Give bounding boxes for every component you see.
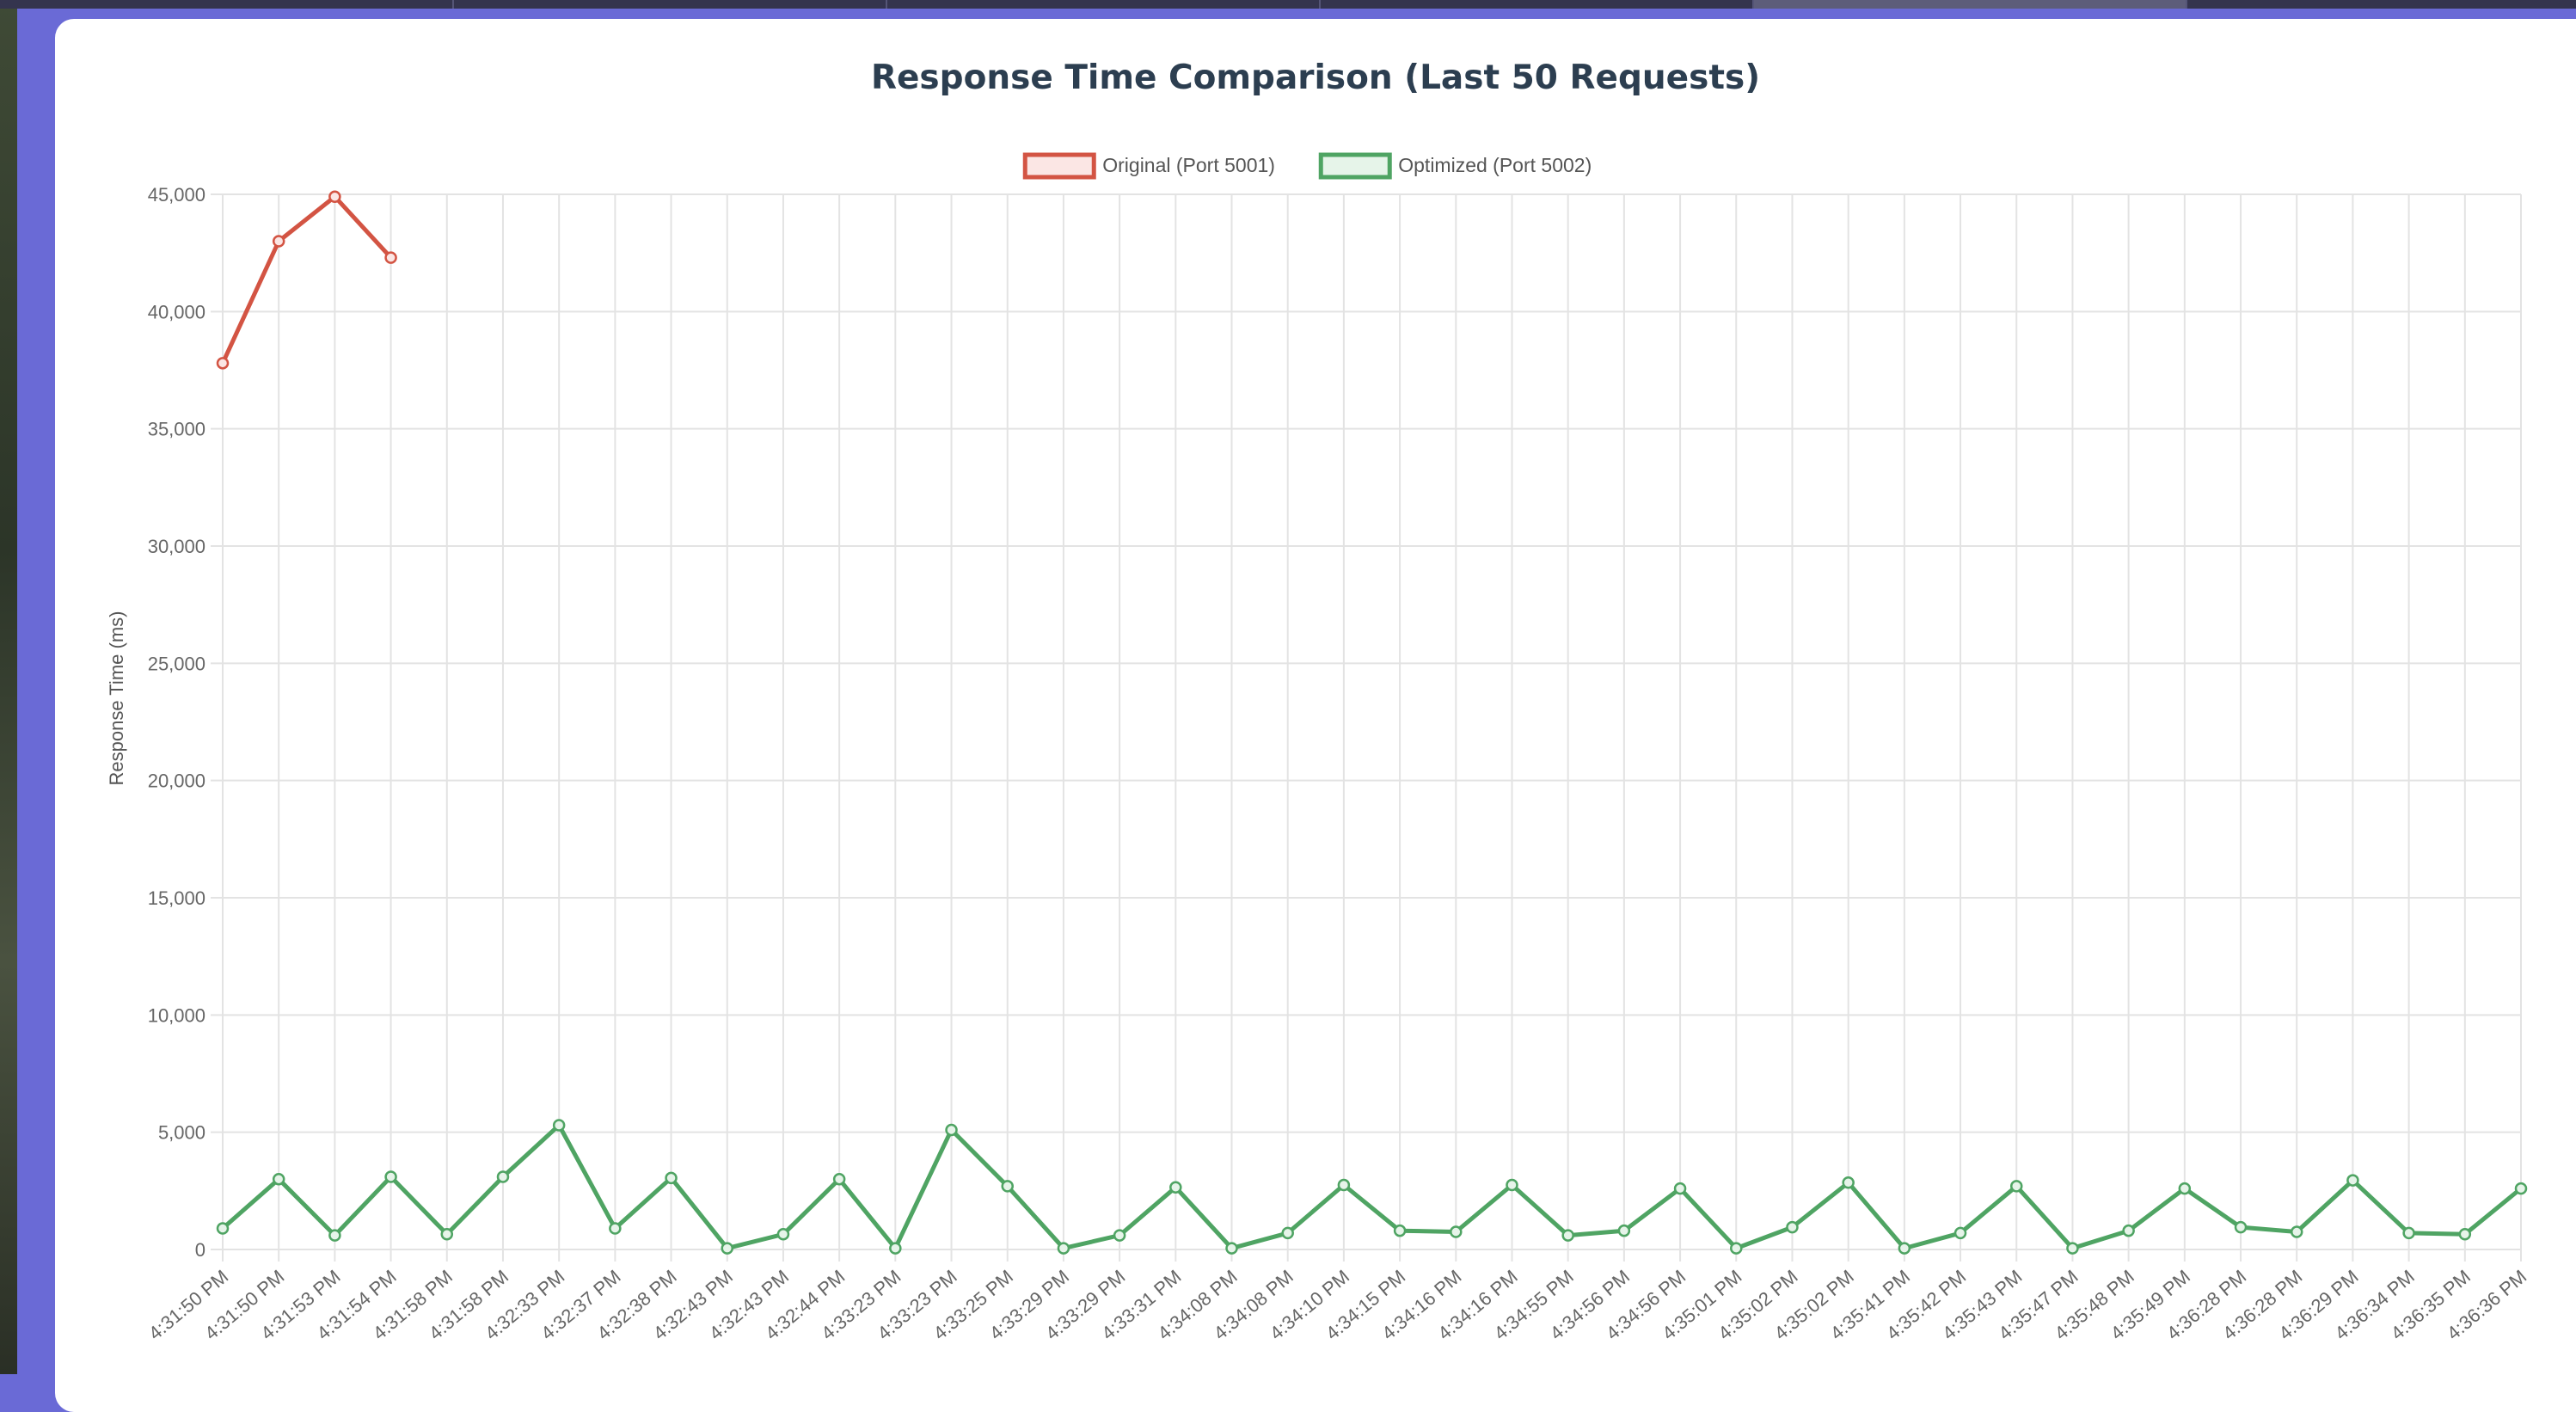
series-2-point <box>2514 1182 2528 1195</box>
series-2-point <box>1450 1225 1463 1238</box>
legend-item[interactable]: Optimized (Port 5002) <box>1318 152 1592 180</box>
grid-lines <box>211 193 2522 1262</box>
series-2-point <box>1337 1178 1351 1192</box>
browser-tab[interactable] <box>0 0 454 9</box>
browser-tab[interactable] <box>1321 0 1754 9</box>
series-2-point <box>1617 1224 1631 1237</box>
browser-tab-active[interactable] <box>1754 0 2187 9</box>
series-2-point <box>2066 1242 2079 1255</box>
series-1-point <box>272 235 285 248</box>
series-2-point <box>945 1123 958 1137</box>
series-2-point <box>889 1242 902 1255</box>
series-layer <box>216 190 2528 1255</box>
legend-swatch-2 <box>1318 152 1392 180</box>
series-2-point <box>2346 1174 2359 1187</box>
series-1-point <box>384 251 397 264</box>
series-2-point <box>2458 1228 2472 1241</box>
y-tick-label: 15,000 <box>148 887 205 909</box>
browser-tab[interactable] <box>887 0 1321 9</box>
series-2-point <box>721 1242 734 1255</box>
series-2-point <box>1281 1226 1294 1240</box>
series-2-point <box>2122 1224 2135 1237</box>
series-2-point <box>1225 1242 1238 1255</box>
y-tick-label: 0 <box>195 1239 205 1261</box>
browser-tab-strip <box>0 0 2576 9</box>
y-axis: 0 5,000 10,000 15,000 20,000 25,000 30,000 35,0… <box>148 184 205 1261</box>
series-2-point <box>272 1172 285 1186</box>
series-2-point <box>216 1222 230 1235</box>
response-time-chart: 0 5,000 10,000 15,000 20,000 25,000 30,000 35,0… <box>106 152 2530 1344</box>
legend: Original (Port 5001) Optimized (Port 5002… <box>1022 152 1592 180</box>
y-axis-label: Response Time (ms) <box>106 611 127 786</box>
browser-tab[interactable] <box>454 0 887 9</box>
series-2-point <box>2178 1182 2192 1195</box>
desktop-background-strip <box>0 0 17 1374</box>
series-2-point <box>328 1229 341 1242</box>
series-2-point <box>2402 1226 2415 1240</box>
legend-swatch-1 <box>1022 152 1096 180</box>
legend-label-2: Optimized (Port 5002) <box>1398 154 1592 176</box>
series-2-point <box>1113 1229 1126 1242</box>
x-axis: 4:31:50 PM4:31:50 PM4:31:53 PM4:31:54 PM… <box>144 1266 2530 1344</box>
series-2-point <box>552 1119 566 1132</box>
legend-label-1: Original (Port 5001) <box>1102 154 1275 176</box>
series-2-point <box>1561 1229 1574 1242</box>
y-tick-label: 25,000 <box>148 653 205 674</box>
series-2-point <box>2009 1180 2023 1193</box>
series-2-point <box>1673 1182 1687 1195</box>
series-2-point <box>1842 1176 1855 1189</box>
y-tick-label: 45,000 <box>148 184 205 206</box>
series-line-2 <box>220 1123 2524 1251</box>
series-2-point <box>1506 1178 1518 1192</box>
series-2-point <box>1786 1220 1799 1234</box>
series-2-point <box>440 1228 454 1241</box>
series-2-point <box>832 1172 846 1186</box>
y-tick-label: 40,000 <box>148 301 205 322</box>
series-2-point <box>2290 1225 2303 1238</box>
y-tick-label: 30,000 <box>148 536 205 557</box>
series-2-point <box>1057 1242 1070 1255</box>
y-tick-label: 20,000 <box>148 770 205 792</box>
series-2-point <box>1898 1242 1911 1255</box>
series-2-point <box>1730 1242 1743 1255</box>
legend-item[interactable]: Original (Port 5001) <box>1022 152 1275 180</box>
series-2-point <box>1393 1224 1407 1237</box>
chart-card <box>55 19 2576 1412</box>
series-2-point <box>1169 1181 1182 1194</box>
series-1-point <box>216 357 230 370</box>
series-2-point <box>496 1170 510 1183</box>
y-tick-label: 5,000 <box>158 1122 205 1144</box>
series-2-point <box>665 1171 678 1185</box>
y-tick-label: 10,000 <box>148 1004 205 1026</box>
series-2-point <box>384 1170 397 1183</box>
series-line-1 <box>220 194 394 365</box>
series-2-point <box>1953 1226 1967 1240</box>
series-1-point <box>328 190 341 203</box>
y-tick-label: 35,000 <box>148 419 205 440</box>
chart-title: Response Time Comparison (Last 50 Reques… <box>870 58 1761 97</box>
series-2-point <box>609 1222 622 1235</box>
series-2-point <box>1001 1180 1014 1193</box>
series-2-point <box>776 1228 790 1241</box>
series-2-point <box>2234 1220 2248 1234</box>
